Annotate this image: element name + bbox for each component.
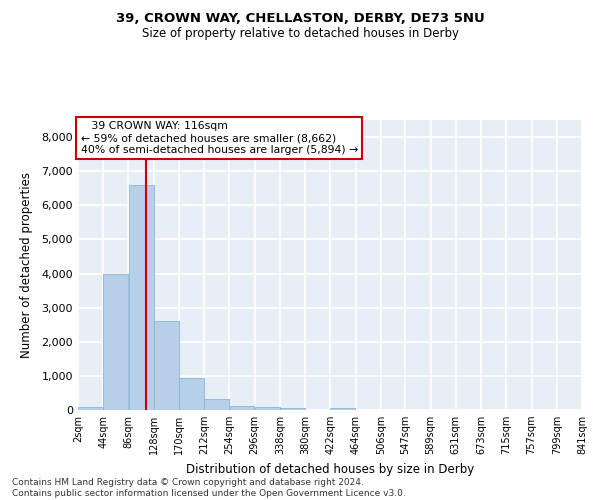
Text: 39, CROWN WAY, CHELLASTON, DERBY, DE73 5NU: 39, CROWN WAY, CHELLASTON, DERBY, DE73 5… bbox=[116, 12, 484, 26]
Bar bbox=[204, 399, 229, 410]
Bar bbox=[128, 185, 154, 410]
Text: 39 CROWN WAY: 116sqm
← 59% of detached houses are smaller (8,662)
40% of semi-de: 39 CROWN WAY: 116sqm ← 59% of detached h… bbox=[80, 122, 358, 154]
Bar bbox=[230, 406, 254, 410]
Text: Contains HM Land Registry data © Crown copyright and database right 2024.
Contai: Contains HM Land Registry data © Crown c… bbox=[12, 478, 406, 498]
Bar bbox=[154, 322, 179, 410]
X-axis label: Distribution of detached houses by size in Derby: Distribution of detached houses by size … bbox=[186, 462, 474, 475]
Bar bbox=[78, 408, 103, 410]
Bar bbox=[255, 406, 280, 410]
Y-axis label: Number of detached properties: Number of detached properties bbox=[20, 172, 33, 358]
Bar bbox=[331, 408, 355, 410]
Bar bbox=[280, 408, 305, 410]
Bar bbox=[179, 378, 204, 410]
Text: Size of property relative to detached houses in Derby: Size of property relative to detached ho… bbox=[142, 28, 458, 40]
Bar bbox=[103, 274, 128, 410]
